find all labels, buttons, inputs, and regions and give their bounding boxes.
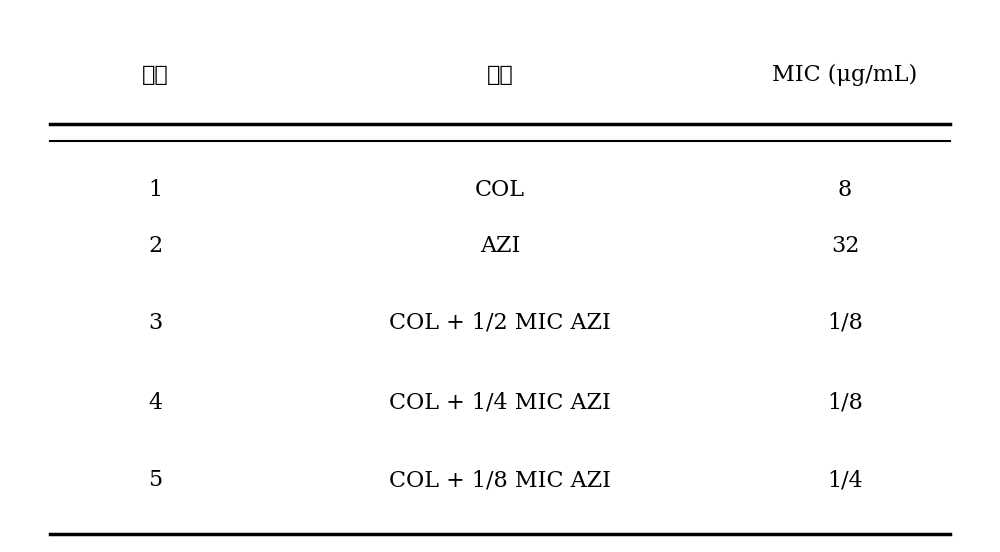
- Text: 8: 8: [838, 179, 852, 201]
- Text: 2: 2: [148, 235, 162, 257]
- Text: COL + 1/8 MIC AZI: COL + 1/8 MIC AZI: [389, 469, 611, 491]
- Text: 32: 32: [831, 235, 859, 257]
- Text: MIC (μg/mL): MIC (μg/mL): [772, 63, 918, 86]
- Text: AZI: AZI: [480, 235, 520, 257]
- Text: 编号: 编号: [142, 63, 168, 86]
- Text: 药物: 药物: [487, 63, 513, 86]
- Text: 4: 4: [148, 392, 162, 414]
- Text: 3: 3: [148, 312, 162, 334]
- Text: 1/4: 1/4: [827, 469, 863, 491]
- Text: COL: COL: [475, 179, 525, 201]
- Text: COL + 1/2 MIC AZI: COL + 1/2 MIC AZI: [389, 312, 611, 334]
- Text: 1/8: 1/8: [827, 312, 863, 334]
- Text: COL + 1/4 MIC AZI: COL + 1/4 MIC AZI: [389, 392, 611, 414]
- Text: 1: 1: [148, 179, 162, 201]
- Text: 1/8: 1/8: [827, 392, 863, 414]
- Text: 5: 5: [148, 469, 162, 491]
